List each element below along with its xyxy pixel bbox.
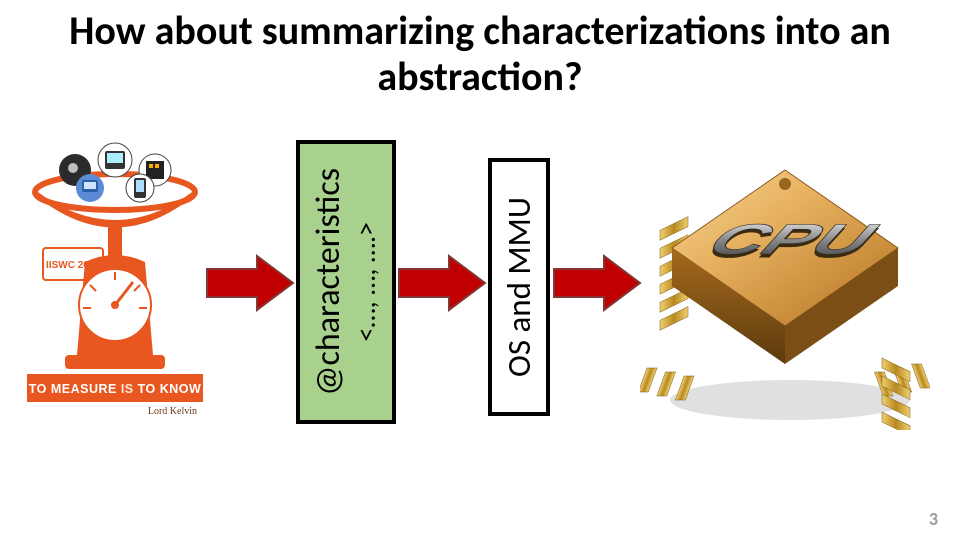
page-number: 3 (929, 508, 938, 530)
arrow-to-cpu (552, 254, 642, 312)
osmmu-label: OS and MMU (503, 197, 536, 377)
characteristics-box: @characteristics <…, …, ….> (296, 140, 396, 424)
arrow-to-characteristics (205, 254, 295, 312)
characteristics-label: @characteristics (312, 168, 346, 396)
banner-text: TO MEASURE IS TO KNOW (29, 382, 202, 396)
banner-attribution: Lord Kelvin (148, 406, 197, 417)
characteristics-sublabel: <…, …, ….> (352, 222, 380, 342)
scale-illustration: IISWC 2019 TO MEASURE IS TO KNOW Lord Ke… (25, 140, 205, 420)
osmmu-box: OS and MMU (488, 158, 550, 416)
cpu-chip-illustration: CPU CPU (640, 140, 930, 430)
page-title: How about summarizing characterizations … (0, 8, 960, 100)
arrow-to-osmmu (397, 254, 487, 312)
